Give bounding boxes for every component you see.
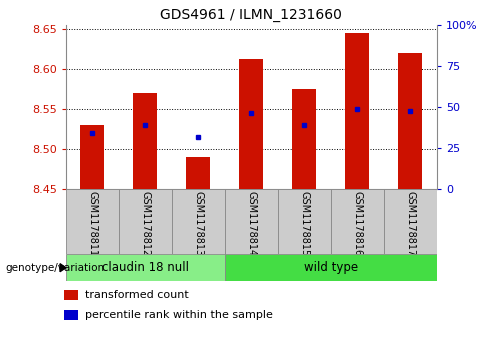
Text: percentile rank within the sample: percentile rank within the sample xyxy=(85,310,273,320)
Text: GSM1178816: GSM1178816 xyxy=(352,191,362,256)
Bar xyxy=(398,53,422,189)
Bar xyxy=(64,290,78,300)
Text: GSM1178817: GSM1178817 xyxy=(405,191,415,256)
Text: GSM1178815: GSM1178815 xyxy=(299,191,309,256)
Bar xyxy=(172,189,225,254)
Text: GSM1178814: GSM1178814 xyxy=(246,191,256,256)
Text: GSM1178812: GSM1178812 xyxy=(141,191,150,256)
Bar xyxy=(119,189,172,254)
Bar xyxy=(66,254,225,281)
Bar xyxy=(225,189,278,254)
Bar xyxy=(225,254,437,281)
Bar xyxy=(81,125,104,189)
Bar xyxy=(64,310,78,320)
Text: claudin 18 null: claudin 18 null xyxy=(102,261,189,274)
Text: wild type: wild type xyxy=(304,261,358,274)
Bar xyxy=(278,189,331,254)
Bar xyxy=(384,189,437,254)
Title: GDS4961 / ILMN_1231660: GDS4961 / ILMN_1231660 xyxy=(161,8,342,22)
Bar xyxy=(186,157,210,189)
Text: transformed count: transformed count xyxy=(85,290,189,300)
Bar xyxy=(133,93,157,189)
Bar xyxy=(240,59,263,189)
Bar xyxy=(66,189,119,254)
Text: genotype/variation: genotype/variation xyxy=(5,263,104,273)
Text: GSM1178813: GSM1178813 xyxy=(193,191,203,256)
Bar xyxy=(331,189,384,254)
Bar xyxy=(346,33,369,189)
Text: GSM1178811: GSM1178811 xyxy=(87,191,98,256)
Bar xyxy=(292,89,316,189)
